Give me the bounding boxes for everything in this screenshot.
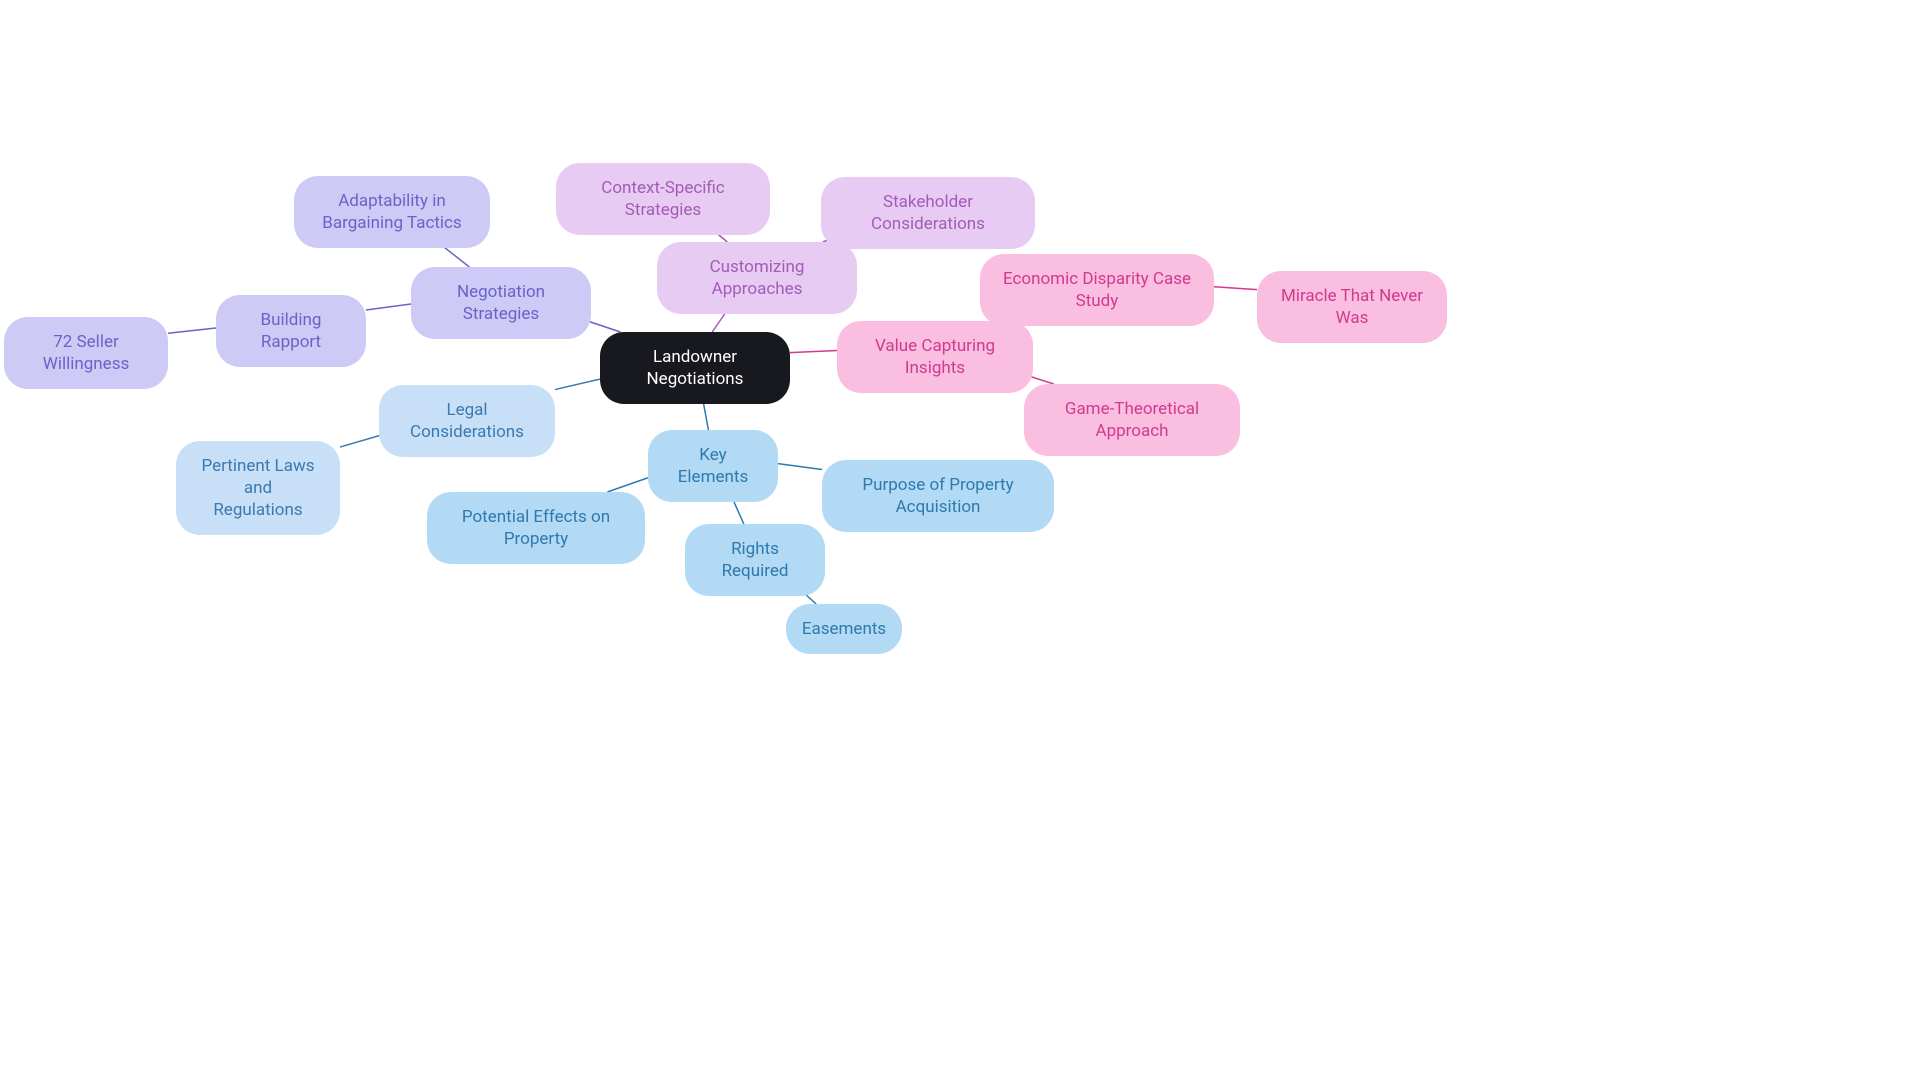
mindmap-node-root: Landowner Negotiations	[600, 332, 790, 404]
mindmap-edge	[778, 464, 822, 470]
mindmap-edges	[0, 0, 1920, 1083]
mindmap-node-adapt: Adaptability in Bargaining Tactics	[294, 176, 490, 248]
mindmap-edge	[1214, 287, 1257, 290]
mindmap-edge	[555, 379, 600, 389]
node-label: Pertinent Laws and Regulations	[198, 455, 318, 521]
node-label: Legal Considerations	[401, 399, 533, 443]
node-label: Economic Disparity Case Study	[1002, 268, 1192, 312]
node-label: Customizing Approaches	[679, 256, 835, 300]
mindmap-node-rapport: Building Rapport	[216, 295, 366, 367]
mindmap-node-ease: Easements	[786, 604, 902, 654]
node-label: Miracle That Never Was	[1279, 285, 1425, 329]
mindmap-node-neg: Negotiation Strategies	[411, 267, 591, 339]
node-label: Landowner Negotiations	[622, 346, 768, 390]
mindmap-node-miracle: Miracle That Never Was	[1257, 271, 1447, 343]
mindmap-node-game: Game-Theoretical Approach	[1024, 384, 1240, 456]
mindmap-node-seller: 72 Seller Willingness	[4, 317, 168, 389]
node-label: Key Elements	[670, 444, 756, 488]
node-label: Stakeholder Considerations	[843, 191, 1013, 235]
node-label: Rights Required	[707, 538, 803, 582]
node-label: Game-Theoretical Approach	[1046, 398, 1218, 442]
mindmap-node-laws: Pertinent Laws and Regulations	[176, 441, 340, 535]
mindmap-node-effects: Potential Effects on Property	[427, 492, 645, 564]
node-label: Adaptability in Bargaining Tactics	[316, 190, 468, 234]
mindmap-edge	[366, 304, 411, 310]
mindmap-node-stake: Stakeholder Considerations	[821, 177, 1035, 249]
node-label: Purpose of Property Acquisition	[844, 474, 1032, 518]
node-label: Context-Specific Strategies	[578, 177, 748, 221]
mindmap-node-key: Key Elements	[648, 430, 778, 502]
mindmap-edge	[168, 328, 216, 333]
mindmap-node-purpose: Purpose of Property Acquisition	[822, 460, 1054, 532]
node-label: 72 Seller Willingness	[26, 331, 146, 375]
mindmap-node-legal: Legal Considerations	[379, 385, 555, 457]
mindmap-node-value: Value Capturing Insights	[837, 321, 1033, 393]
mindmap-node-rights: Rights Required	[685, 524, 825, 596]
node-label: Easements	[802, 618, 886, 640]
mindmap-node-econ: Economic Disparity Case Study	[980, 254, 1214, 326]
mindmap-node-custom: Customizing Approaches	[657, 242, 857, 314]
mindmap-edge	[340, 435, 381, 447]
mindmap-edge	[790, 350, 837, 352]
mindmap-edge	[607, 478, 648, 492]
node-label: Building Rapport	[238, 309, 344, 353]
node-label: Negotiation Strategies	[433, 281, 569, 325]
node-label: Value Capturing Insights	[859, 335, 1011, 379]
node-label: Potential Effects on Property	[449, 506, 623, 550]
mindmap-node-context: Context-Specific Strategies	[556, 163, 770, 235]
